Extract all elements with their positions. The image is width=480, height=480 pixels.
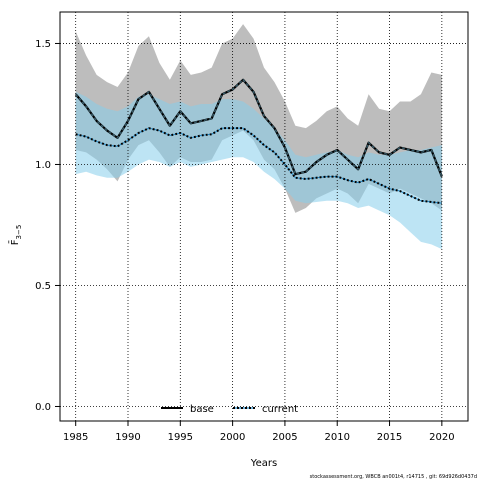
line-current	[75, 127, 442, 205]
plot-frame	[59, 11, 469, 422]
legend-base-label: base	[190, 404, 214, 415]
legend: base current	[161, 404, 298, 415]
legend-current-label: current	[262, 404, 298, 415]
y-tick-label: 0.0	[35, 402, 51, 413]
x-tick-label: 2010	[325, 432, 350, 443]
y-tick-label: 1.0	[35, 160, 51, 171]
line-current-blue	[75, 127, 442, 204]
y-axis-title-main: F̄	[8, 239, 21, 245]
x-axis-title: Years	[250, 458, 277, 469]
y-axis-title-group: F̄3−5	[8, 225, 23, 246]
y-axis: 0.0 0.5 1.0 1.5	[35, 39, 60, 413]
confidence-bands	[75, 24, 442, 250]
x-tick-label: 1995	[168, 432, 193, 443]
y-tick-label: 0.5	[35, 281, 51, 292]
y-tick-label: 1.5	[35, 39, 51, 50]
line-base-overlay	[75, 78, 443, 177]
x-tick-label: 2020	[429, 432, 454, 443]
band-current	[75, 91, 442, 250]
y-axis-title-subscript: 3−5	[15, 225, 23, 240]
y-axis-title: F̄3−5	[8, 225, 23, 246]
x-axis: 1985 1990 1995 2000 2005 2010 2015 2020	[63, 421, 455, 443]
x-tick-label: 1990	[115, 432, 140, 443]
gridlines	[60, 12, 468, 421]
x-tick-label: 2005	[272, 432, 297, 443]
x-tick-label: 2000	[220, 432, 245, 443]
series-lines	[74, 78, 443, 205]
footer-credit: stockassessment.org, WBCB an001t4, r1471…	[310, 474, 477, 480]
x-tick-label: 1985	[63, 432, 88, 443]
x-tick-label: 2015	[377, 432, 402, 443]
